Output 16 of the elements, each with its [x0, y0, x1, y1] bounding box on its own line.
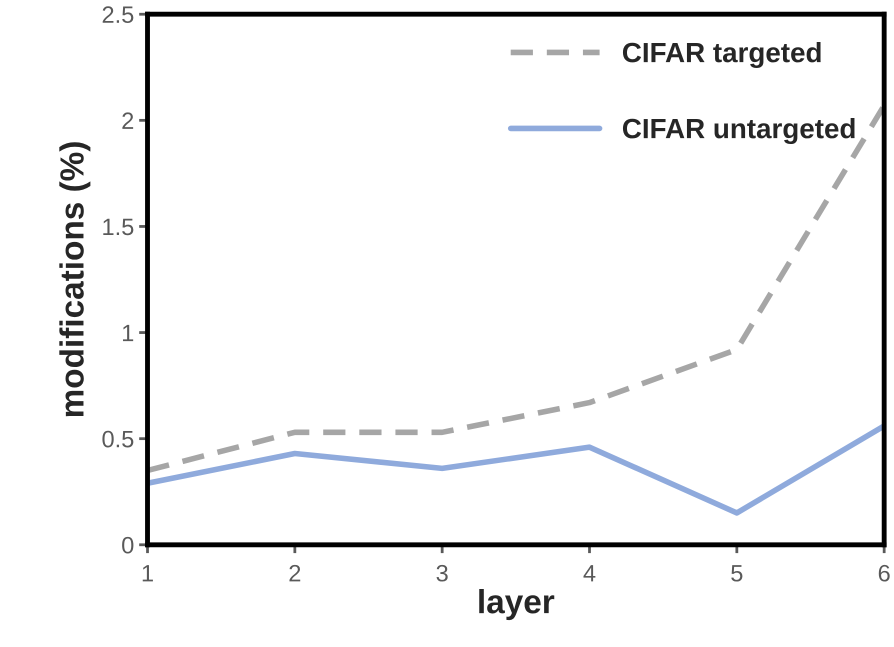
y-tick-label: 2 [122, 112, 134, 129]
y-tick-label: 0.5 [102, 430, 134, 448]
x-tick-label: 6 [878, 564, 890, 582]
x-tick-label: 2 [289, 564, 300, 582]
y-tick-label: 1.5 [103, 218, 134, 236]
y-tick-label: 2.5 [102, 6, 134, 24]
x-axis-title: layer [479, 589, 554, 620]
x-tick-label: 3 [436, 564, 448, 582]
legend-label: CIFAR untargeted [622, 118, 855, 144]
y-tick-label: 1 [122, 324, 134, 342]
legend-label: CIFAR targeted [622, 42, 821, 68]
x-tick-label: 1 [142, 565, 153, 582]
y-tick-label: 0 [122, 536, 134, 554]
x-tick-label: 5 [731, 565, 742, 582]
x-tick-label: 4 [583, 565, 596, 582]
y-axis-title: modifications (%) [59, 142, 90, 416]
